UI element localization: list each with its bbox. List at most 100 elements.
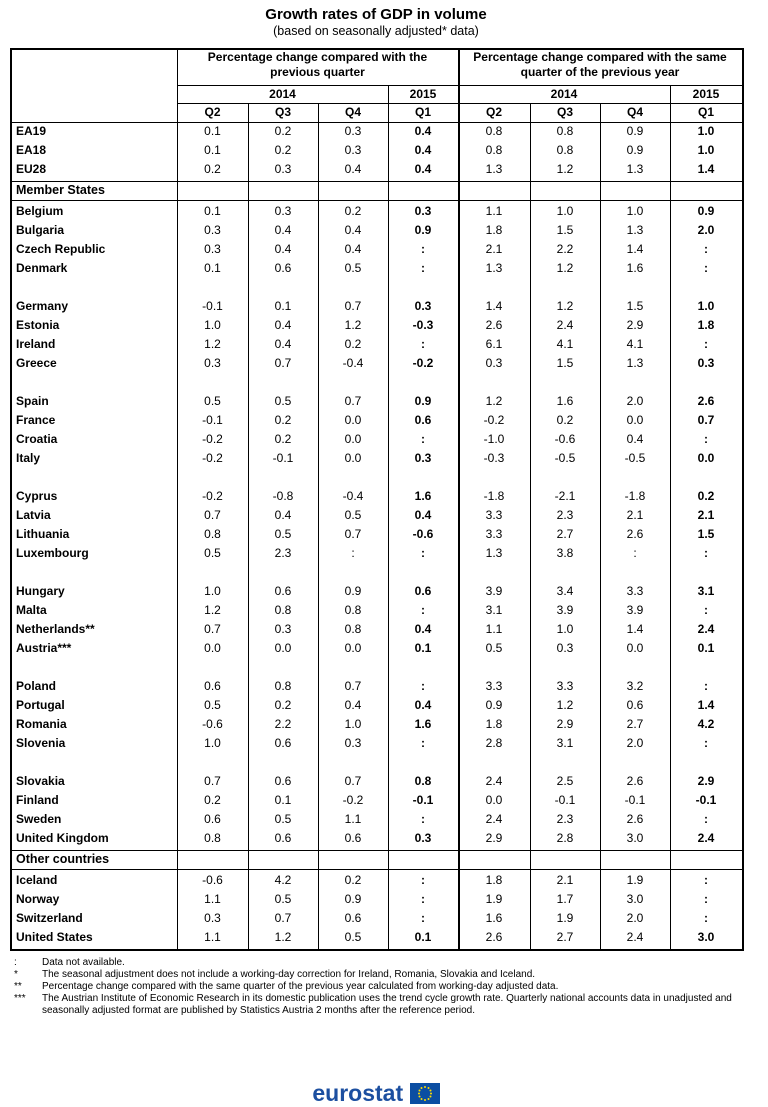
cell-value: 0.3 xyxy=(344,143,362,157)
year-header: 2014 xyxy=(269,87,296,101)
cell-value: 3.3 xyxy=(485,508,503,522)
cell-value: : xyxy=(704,337,708,351)
note-text: Percentage change compared with the same… xyxy=(42,981,559,992)
cell-value: 0.1 xyxy=(204,143,221,157)
quarter-header: Q1 xyxy=(414,105,431,119)
cell-value: 0.2 xyxy=(274,413,292,427)
cell-value: 0.6 xyxy=(344,911,362,925)
cell-value: 0.8 xyxy=(414,774,432,788)
cell-value: 1.5 xyxy=(626,299,644,313)
cell-value: 0.4 xyxy=(344,242,362,256)
country-label: Malta xyxy=(16,603,47,617)
cell-value: 0.4 xyxy=(414,162,432,176)
cell-value: 2.9 xyxy=(556,717,574,731)
cell-value: 1.3 xyxy=(485,546,503,560)
cell-value: 3.0 xyxy=(626,892,644,906)
v-rule xyxy=(742,48,744,951)
cell-value: 0.7 xyxy=(204,774,221,788)
cell-value: 0.3 xyxy=(697,356,715,370)
cell-value: 1.2 xyxy=(485,394,503,408)
cell-value: 0.7 xyxy=(344,679,362,693)
quarter-header: Q2 xyxy=(204,105,221,119)
cell-value: -2.1 xyxy=(554,489,576,503)
cell-value: 0.7 xyxy=(344,394,362,408)
cell-value: 4.1 xyxy=(626,337,644,351)
note-symbol: ** xyxy=(14,981,22,992)
cell-value: 3.0 xyxy=(697,930,715,944)
cell-value: 0.5 xyxy=(204,698,221,712)
cell-value: 0.6 xyxy=(204,679,221,693)
cell-value: 0.0 xyxy=(204,641,221,655)
cell-value: 1.4 xyxy=(697,698,715,712)
cell-value: -0.6 xyxy=(202,717,223,731)
cell-value: : xyxy=(704,736,708,750)
cell-value: 0.3 xyxy=(414,299,432,313)
cell-value: 2.6 xyxy=(485,930,503,944)
cell-value: 1.2 xyxy=(274,930,292,944)
cell-value: 0.2 xyxy=(344,337,362,351)
cell-value: 0.5 xyxy=(274,892,292,906)
cell-value: 0.6 xyxy=(274,831,292,845)
year-header: 2015 xyxy=(692,87,720,101)
v-rule xyxy=(248,103,249,949)
cell-value: : xyxy=(421,432,425,446)
country-label: Ireland xyxy=(16,337,56,351)
cell-value: 4.2 xyxy=(697,717,715,731)
cell-value: 0.7 xyxy=(274,356,292,370)
h-rule xyxy=(10,181,742,182)
cell-value: : xyxy=(704,242,708,256)
cell-value: 1.6 xyxy=(556,394,574,408)
cell-value: 0.0 xyxy=(344,432,362,446)
cell-value: 0.5 xyxy=(274,812,292,826)
cell-value: 0.3 xyxy=(485,356,503,370)
cell-value: 1.2 xyxy=(556,698,574,712)
cell-value: 1.1 xyxy=(204,892,221,906)
cell-value: -0.4 xyxy=(342,489,364,503)
h-rule xyxy=(10,949,742,951)
country-label: Germany xyxy=(16,299,69,313)
cell-value: -0.1 xyxy=(554,793,576,807)
cell-value: 0.3 xyxy=(414,831,432,845)
cell-value: 1.5 xyxy=(556,356,574,370)
cell-value: 2.1 xyxy=(556,873,574,887)
cell-value: 0.9 xyxy=(414,394,432,408)
subtitle: (based on seasonally adjusted* data) xyxy=(273,24,479,38)
cell-value: 1.5 xyxy=(697,527,715,541)
cell-value: -0.2 xyxy=(202,451,223,465)
cell-value: 0.2 xyxy=(204,162,221,176)
cell-value: 0.5 xyxy=(485,641,503,655)
cell-value: 1.1 xyxy=(485,204,503,218)
cell-value: : xyxy=(421,242,425,256)
cell-value: 0.1 xyxy=(697,641,715,655)
cell-value: : xyxy=(633,546,637,560)
cell-value: 0.4 xyxy=(274,318,292,332)
cell-value: 1.6 xyxy=(414,489,432,503)
cell-value: 0.7 xyxy=(274,911,292,925)
cell-value: 0.9 xyxy=(697,204,715,218)
country-label: Estonia xyxy=(16,318,60,332)
cell-value: 0.8 xyxy=(485,124,503,138)
country-label: Finland xyxy=(16,793,59,807)
cell-value: 2.2 xyxy=(274,717,292,731)
cell-value: 1.4 xyxy=(626,622,644,636)
cell-value: -0.1 xyxy=(695,793,717,807)
cell-value: 4.2 xyxy=(274,873,292,887)
cell-value: 3.1 xyxy=(485,603,503,617)
country-label: United States xyxy=(16,930,93,944)
cell-value: : xyxy=(704,679,708,693)
cell-value: 0.4 xyxy=(414,143,432,157)
cell-value: 4.1 xyxy=(556,337,574,351)
country-label: Lithuania xyxy=(16,527,70,541)
cell-value: -0.1 xyxy=(202,299,223,313)
cell-value: 0.8 xyxy=(556,143,574,157)
cell-value: 3.9 xyxy=(485,584,503,598)
cell-value: : xyxy=(351,546,355,560)
country-label: Austria*** xyxy=(16,641,72,655)
cell-value: 0.6 xyxy=(274,774,292,788)
cell-value: 2.6 xyxy=(485,318,503,332)
cell-value: 1.2 xyxy=(204,337,221,351)
cell-value: : xyxy=(704,873,708,887)
cell-value: 1.4 xyxy=(626,242,644,256)
cell-value: 2.0 xyxy=(626,394,644,408)
cell-value: 0.3 xyxy=(204,223,221,237)
